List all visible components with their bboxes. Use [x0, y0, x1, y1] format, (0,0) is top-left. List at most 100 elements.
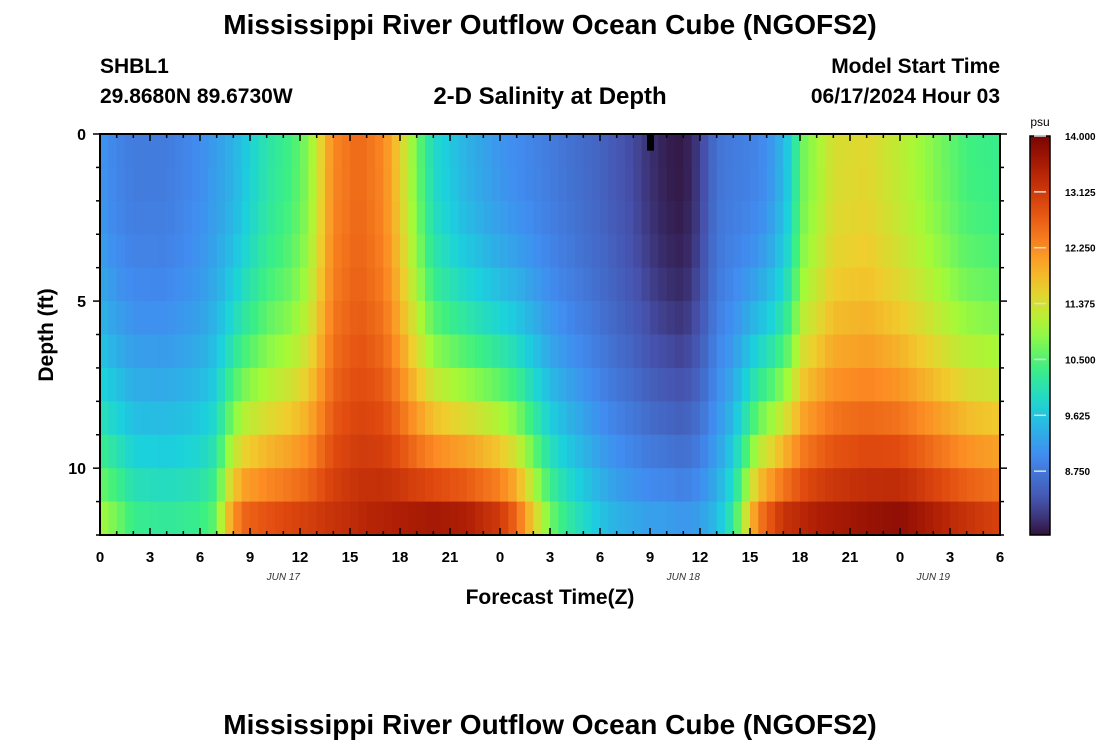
heatmap-cell: [150, 501, 159, 536]
heatmap-cell: [141, 501, 151, 536]
heatmap-cell: [908, 200, 918, 235]
heatmap-cell: [883, 501, 893, 536]
model-start-label: Model Start Time: [831, 55, 1000, 78]
heatmap-cell: [483, 301, 493, 335]
heatmap-cell: [741, 401, 751, 436]
heatmap-cell: [791, 468, 801, 502]
heatmap-cell: [775, 367, 784, 402]
heatmap-cell: [933, 367, 943, 402]
heatmap-cell: [866, 501, 876, 536]
heatmap-cell: [558, 367, 568, 402]
heatmap-cell: [233, 267, 243, 302]
heatmap-cell: [225, 134, 234, 168]
heatmap-cell: [491, 468, 501, 502]
heatmap-cell: [433, 468, 443, 502]
heatmap-cell: [516, 434, 526, 469]
heatmap-cell: [733, 301, 743, 335]
heatmap-cell: [616, 501, 626, 536]
heatmap-cell: [950, 468, 959, 502]
heatmap-cell: [725, 401, 734, 436]
heatmap-cell: [650, 200, 659, 235]
heatmap-cell: [308, 434, 318, 469]
heatmap-cell: [316, 434, 326, 469]
heatmap-cell: [283, 301, 293, 335]
heatmap-cell: [616, 234, 626, 269]
heatmap-cell: [241, 334, 251, 369]
heatmap-cell: [500, 401, 509, 436]
heatmap-cell: [208, 434, 218, 469]
heatmap-cell: [816, 334, 826, 369]
heatmap-cell: [583, 134, 593, 168]
heatmap-cell: [858, 434, 868, 469]
heatmap-cell: [450, 401, 459, 436]
heatmap-cell: [766, 434, 776, 469]
heatmap-cell: [441, 334, 451, 369]
heatmap-cell: [375, 134, 384, 168]
heatmap-cell: [875, 200, 884, 235]
heatmap-cell: [375, 501, 384, 536]
heatmap-cell: [383, 301, 393, 335]
heatmap-cell: [366, 267, 376, 302]
heatmap-cell: [366, 501, 376, 536]
heatmap-cell: [908, 401, 918, 436]
heatmap-cell: [450, 367, 459, 402]
heatmap-cell: [925, 401, 934, 436]
heatmap-cell: [775, 301, 784, 335]
heatmap-cell: [708, 301, 718, 335]
heatmap-cell: [250, 434, 259, 469]
heatmap-cell: [400, 200, 409, 235]
heatmap-cell: [600, 134, 609, 168]
heatmap-cell: [600, 200, 609, 235]
heatmap-cell: [350, 367, 359, 402]
heatmap-cell: [775, 134, 784, 168]
heatmap-cell: [283, 200, 293, 235]
heatmap-cell: [441, 234, 451, 269]
heatmap-cell: [991, 401, 1001, 436]
heatmap-cell: [600, 301, 609, 335]
heatmap-cell: [391, 434, 401, 469]
heatmap-cell: [350, 334, 359, 369]
heatmap-cell: [483, 134, 493, 168]
heatmap-cell: [258, 367, 268, 402]
heatmap-cell: [191, 167, 201, 202]
heatmap-cell: [833, 267, 843, 302]
heatmap-cell: [825, 301, 834, 335]
heatmap-cell: [875, 434, 884, 469]
heatmap-cell: [858, 134, 868, 168]
heatmap-cell: [800, 501, 809, 536]
heatmap-cell: [208, 267, 218, 302]
heatmap-cell: [983, 301, 993, 335]
heatmap-cell: [291, 301, 301, 335]
heatmap-cell: [700, 367, 709, 402]
heatmap-cell: [716, 134, 726, 168]
heatmap-cell: [333, 167, 343, 202]
heatmap-cell: [658, 301, 668, 335]
heatmap-cell: [258, 267, 268, 302]
heatmap-cell: [433, 234, 443, 269]
heatmap-cell: [175, 367, 184, 402]
heatmap-cell: [358, 167, 368, 202]
heatmap-cell: [766, 334, 776, 369]
heatmap-cell: [350, 200, 359, 235]
heatmap-cell: [683, 167, 693, 202]
heatmap-cell: [833, 167, 843, 202]
heatmap-cell: [658, 367, 668, 402]
heatmap-cell: [783, 367, 793, 402]
heatmap-cell: [516, 234, 526, 269]
heatmap-cell: [983, 200, 993, 235]
heatmap-cell: [308, 134, 318, 168]
heatmap-cell: [183, 200, 193, 235]
heatmap-cell: [225, 167, 234, 202]
heatmap-cell: [691, 334, 701, 369]
heatmap-cell: [258, 434, 268, 469]
heatmap-cell: [633, 234, 643, 269]
heatmap-cell: [550, 468, 559, 502]
heatmap-cell: [625, 501, 634, 536]
heatmap-cell: [275, 234, 284, 269]
heatmap-cell: [533, 134, 543, 168]
heatmap-cell: [616, 434, 626, 469]
heatmap-cell: [458, 334, 468, 369]
heatmap-cell: [641, 501, 651, 536]
heatmap-cell: [458, 267, 468, 302]
heatmap-cell: [708, 234, 718, 269]
